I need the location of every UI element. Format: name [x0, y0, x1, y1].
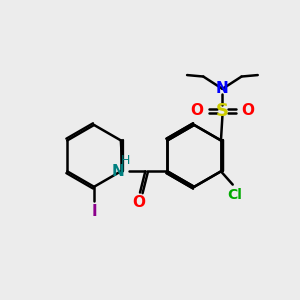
Text: S: S	[216, 102, 229, 120]
Text: N: N	[111, 164, 124, 179]
Text: I: I	[91, 205, 97, 220]
Text: O: O	[242, 103, 255, 118]
Text: H: H	[121, 154, 130, 167]
Text: Cl: Cl	[227, 188, 242, 202]
Text: O: O	[132, 196, 145, 211]
Text: N: N	[216, 81, 229, 96]
Text: O: O	[190, 103, 203, 118]
